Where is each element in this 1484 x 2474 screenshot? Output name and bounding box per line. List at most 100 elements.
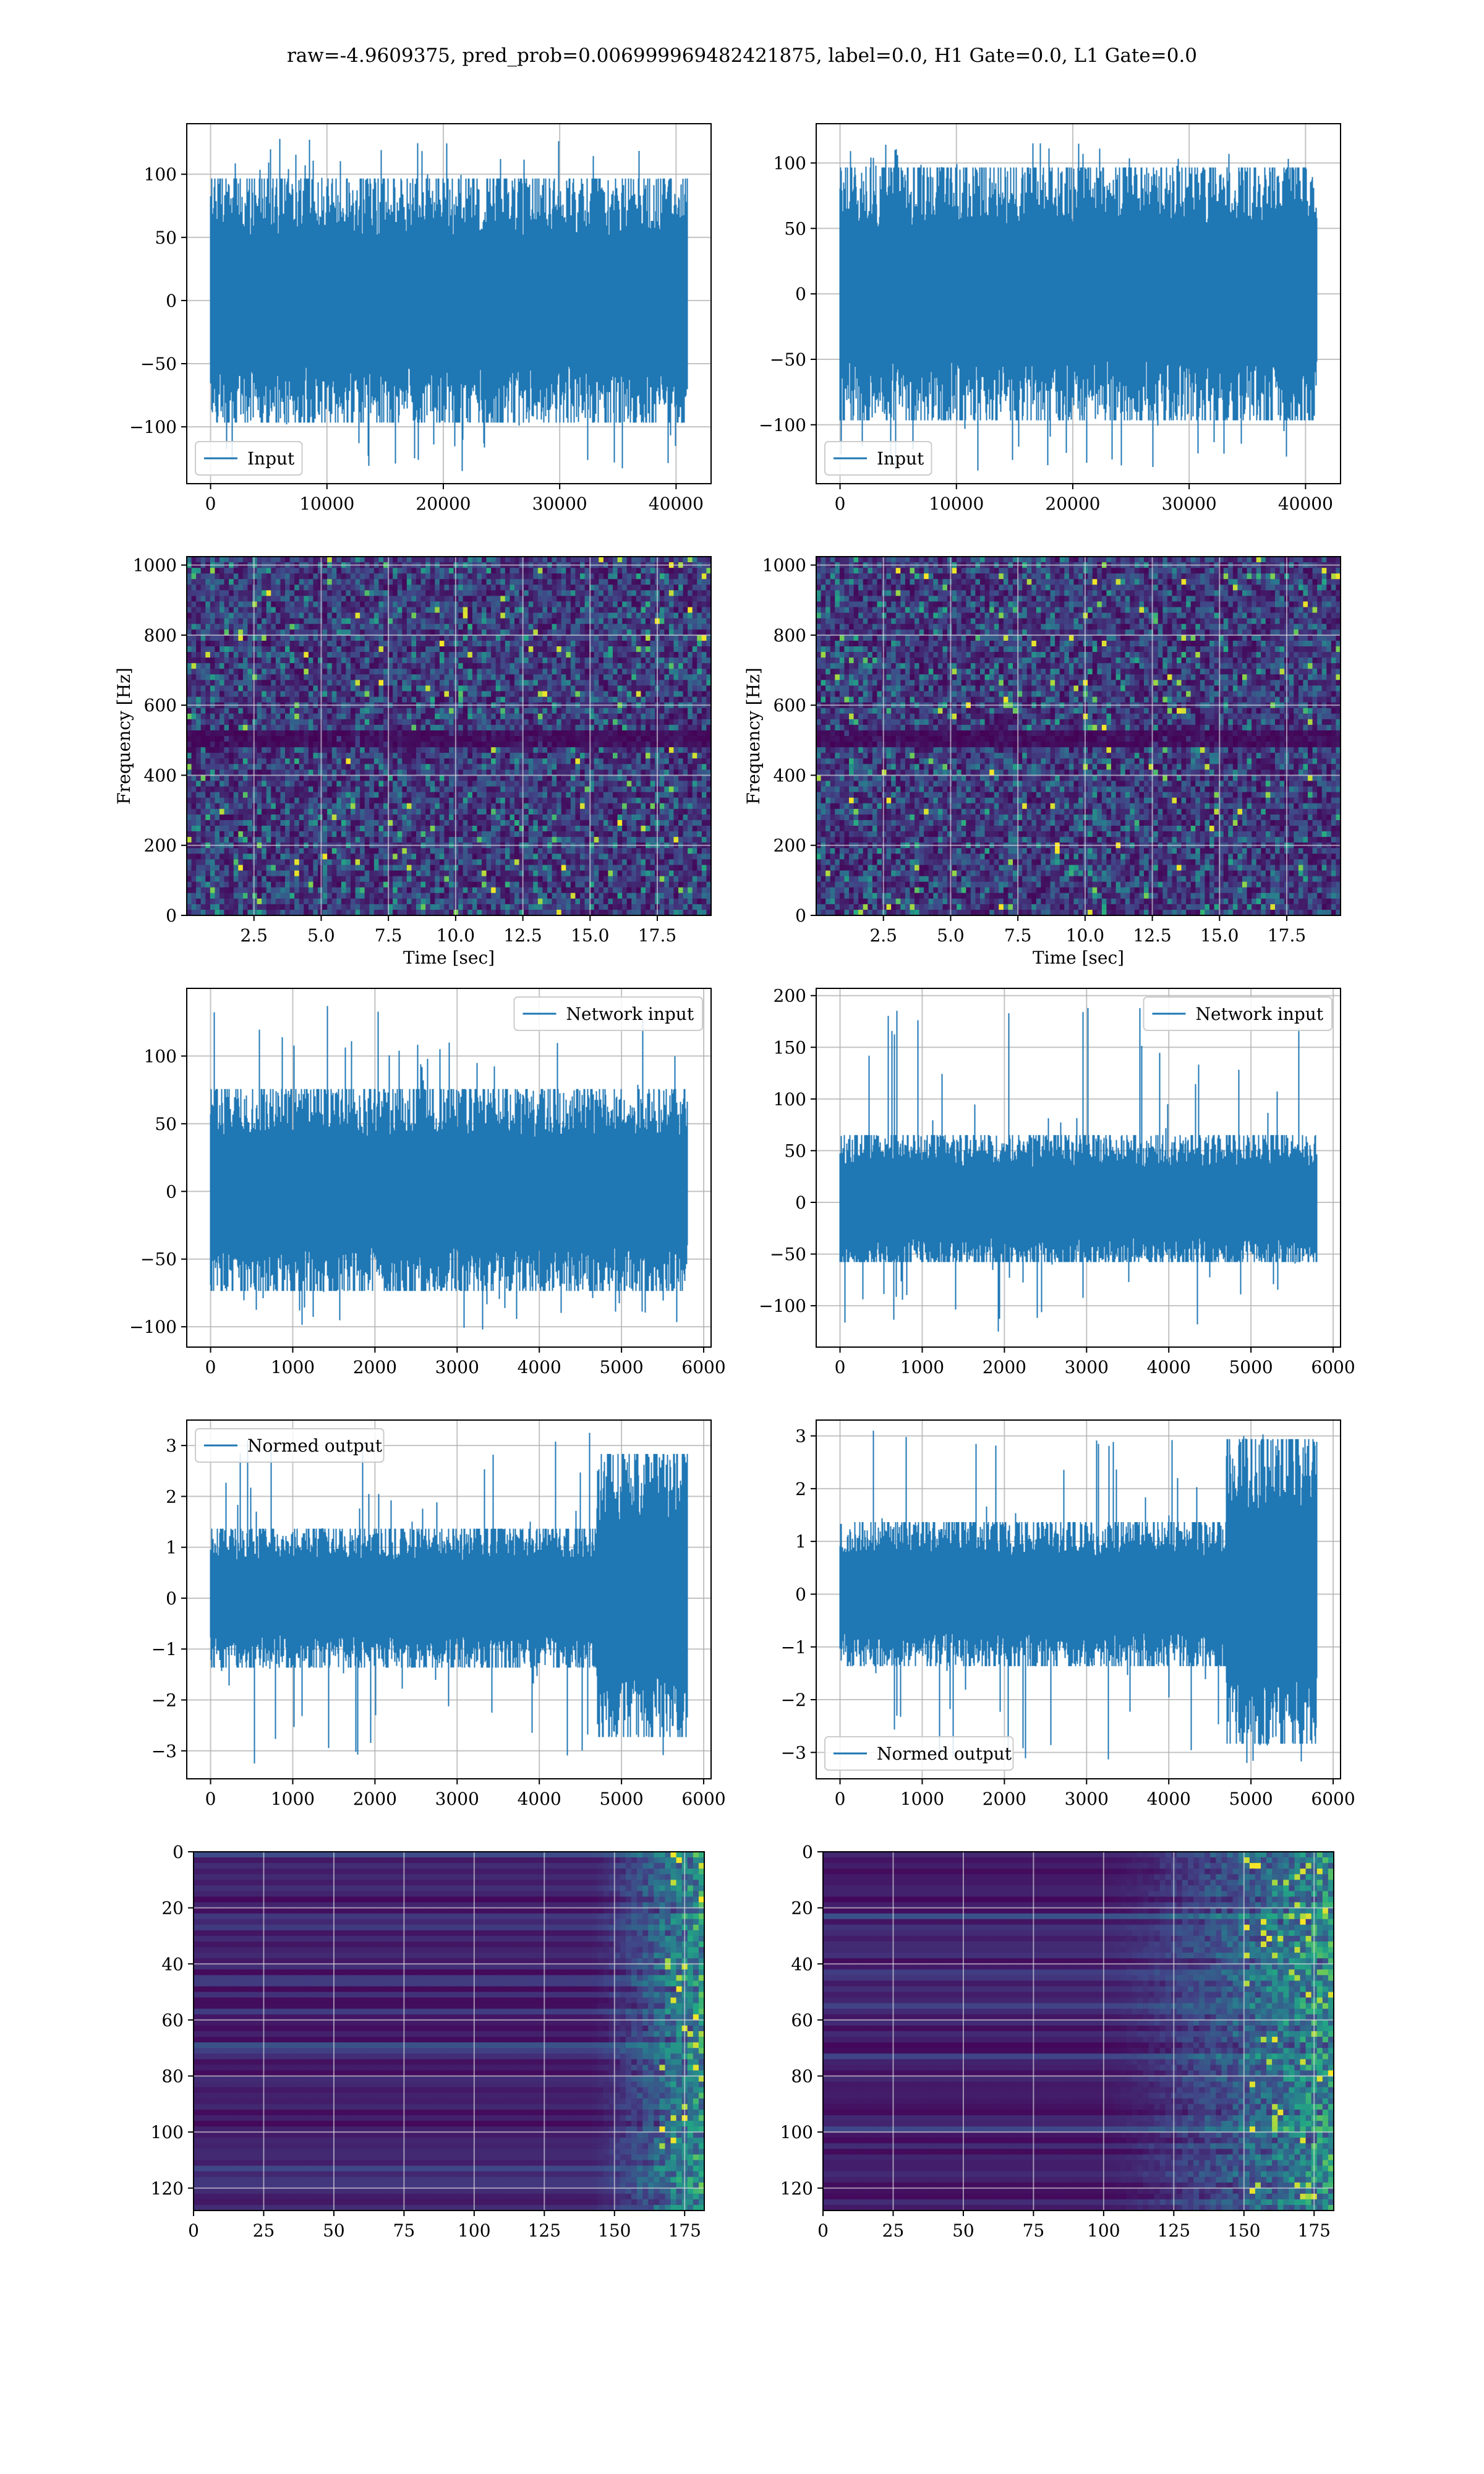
- heatmap-cell: [341, 685, 346, 691]
- heatmap-cell: [238, 725, 243, 731]
- heatmap-cell: [425, 882, 430, 888]
- heatmap-cell: [323, 904, 328, 910]
- heatmap-cell: [341, 792, 346, 798]
- heatmap-cell: [533, 747, 538, 753]
- heatmap-cell: [257, 792, 262, 798]
- x-tick-label: 0: [205, 494, 216, 514]
- heatmap-cell: [356, 899, 360, 905]
- heatmap-cell: [252, 798, 257, 804]
- heatmap-cell: [356, 652, 360, 658]
- heatmap-cell: [360, 820, 365, 826]
- heatmap-cell: [196, 573, 201, 580]
- heatmap-cell: [299, 876, 304, 883]
- heatmap-cell: [369, 573, 374, 580]
- heatmap-cell: [205, 798, 210, 804]
- heatmap-cell: [411, 736, 416, 742]
- heatmap-cell: [467, 590, 472, 596]
- heatmap-cell: [313, 893, 318, 899]
- heatmap-cell: [411, 904, 416, 910]
- heatmap-cell: [247, 871, 252, 877]
- heatmap-cell: [224, 596, 229, 602]
- heatmap-cell: [346, 674, 351, 680]
- heatmap-cell: [276, 798, 281, 804]
- heatmap-cell: [510, 652, 514, 658]
- heatmap-cell: [356, 792, 360, 798]
- heatmap-cell: [276, 602, 281, 608]
- heatmap-cell: [416, 753, 421, 759]
- heatmap-cell: [294, 753, 299, 759]
- heatmap-cell: [313, 557, 318, 563]
- heatmap-cell: [416, 803, 421, 810]
- heatmap-cell: [496, 674, 501, 680]
- heatmap-cell: [341, 613, 346, 619]
- heatmap-cell: [205, 747, 210, 753]
- heatmap-cell: [313, 742, 318, 748]
- heatmap-cell: [510, 854, 514, 860]
- heatmap-cell: [425, 613, 430, 619]
- heatmap-cell: [533, 730, 538, 737]
- heatmap-cell: [332, 590, 337, 596]
- heatmap-cell: [467, 826, 472, 832]
- heatmap-cell: [280, 568, 285, 574]
- heatmap-cell: [500, 579, 505, 585]
- heatmap-cell: [224, 697, 229, 703]
- heatmap-cell: [247, 663, 252, 669]
- heatmap-cell: [220, 742, 224, 748]
- heatmap-cell: [215, 865, 220, 871]
- heatmap-cell: [290, 730, 295, 737]
- heatmap-cell: [234, 596, 239, 602]
- heatmap-cell: [538, 876, 543, 883]
- heatmap-cell: [341, 646, 346, 653]
- heatmap-cell: [510, 641, 514, 647]
- heatmap-cell: [187, 657, 192, 664]
- heatmap-cell: [220, 876, 224, 883]
- heatmap-cell: [304, 714, 309, 720]
- heatmap-cell: [205, 618, 210, 625]
- heatmap-cell: [210, 742, 215, 748]
- heatmap-cell: [234, 663, 239, 669]
- heatmap-cell: [374, 820, 379, 826]
- heatmap-cell: [430, 708, 435, 714]
- heatmap-cell: [210, 837, 215, 843]
- heatmap-cell: [267, 602, 271, 608]
- heatmap-cell: [383, 837, 388, 843]
- heatmap-cell: [187, 584, 192, 591]
- heatmap-cell: [336, 899, 341, 905]
- heatmap-cell: [276, 792, 281, 798]
- heatmap-cell: [458, 557, 463, 563]
- heatmap-cell: [444, 798, 449, 804]
- heatmap-cell: [247, 657, 252, 664]
- heatmap-cell: [510, 742, 514, 748]
- heatmap-cell: [463, 579, 468, 585]
- heatmap-cell: [196, 568, 201, 574]
- heatmap-cell: [196, 871, 201, 877]
- heatmap-cell: [435, 680, 440, 686]
- heatmap-cell: [514, 837, 519, 843]
- heatmap-cell: [276, 882, 281, 888]
- heatmap-cell: [510, 618, 514, 625]
- heatmap-cell: [487, 899, 492, 905]
- heatmap-cell: [533, 831, 538, 837]
- heatmap-cell: [378, 775, 383, 781]
- heatmap-cell: [351, 747, 356, 753]
- heatmap-cell: [416, 584, 421, 591]
- heatmap-cell: [262, 635, 267, 641]
- heatmap-cell: [201, 657, 206, 664]
- heatmap-cell: [491, 624, 496, 630]
- heatmap-cell: [510, 865, 514, 871]
- heatmap-cell: [440, 652, 445, 658]
- heatmap-cell: [510, 596, 514, 602]
- heatmap-cell: [472, 809, 477, 815]
- heatmap-cell: [421, 596, 426, 602]
- heatmap-cell: [524, 657, 529, 664]
- heatmap-cell: [327, 663, 332, 669]
- heatmap-cell: [421, 859, 426, 865]
- heatmap-cell: [500, 557, 505, 563]
- heatmap-cell: [323, 669, 328, 675]
- heatmap-cell: [542, 865, 547, 871]
- heatmap-cell: [327, 747, 332, 753]
- heatmap-cell: [210, 646, 215, 653]
- heatmap-cell: [491, 685, 496, 691]
- heatmap-cell: [267, 764, 271, 770]
- heatmap-cell: [192, 669, 197, 675]
